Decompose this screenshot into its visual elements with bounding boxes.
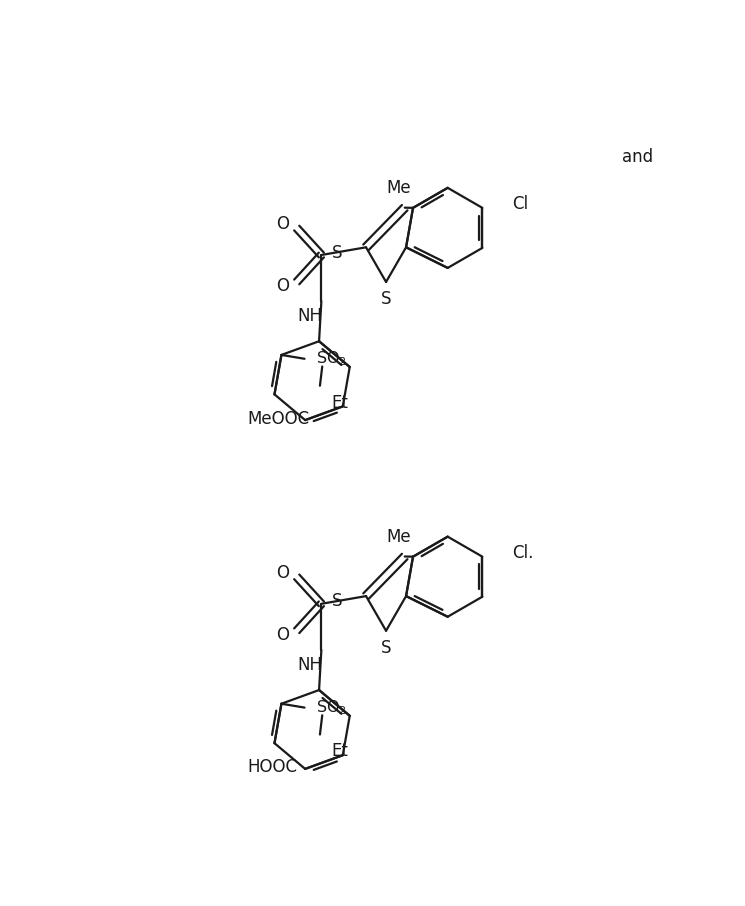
Text: NH: NH: [297, 307, 323, 325]
Text: MeOOC: MeOOC: [247, 410, 309, 428]
Text: Me: Me: [386, 179, 410, 198]
Text: Me: Me: [386, 528, 410, 546]
Text: O: O: [276, 216, 289, 233]
Text: O: O: [276, 277, 289, 294]
Text: O: O: [276, 564, 289, 582]
Text: S: S: [381, 290, 391, 308]
Text: SO$_2$: SO$_2$: [316, 350, 347, 368]
Text: S: S: [332, 593, 342, 611]
Text: Et: Et: [332, 394, 349, 411]
Text: S: S: [332, 244, 342, 262]
Text: Cl: Cl: [512, 195, 527, 213]
Text: O: O: [276, 626, 289, 643]
Text: Cl.: Cl.: [512, 544, 533, 562]
Text: Et: Et: [332, 743, 349, 760]
Text: NH: NH: [297, 656, 323, 674]
Text: and: and: [622, 149, 653, 166]
Text: S: S: [381, 639, 391, 657]
Text: SO$_2$: SO$_2$: [316, 699, 347, 717]
Text: HOOC: HOOC: [247, 758, 297, 776]
